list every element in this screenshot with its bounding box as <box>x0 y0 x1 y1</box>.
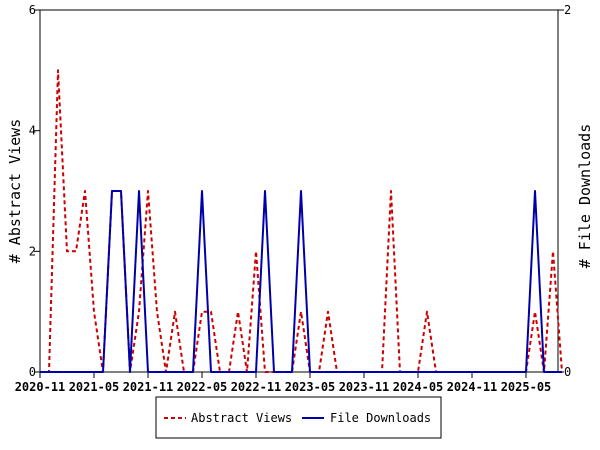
legend-box <box>155 396 442 439</box>
x-tick-label: 2023-11 <box>339 380 390 394</box>
x-tick-label: 2023-05 <box>285 380 336 394</box>
axes: 0 2 4 6 0 2 2020-11 2021-05 2021-11 2022-05 2022-1… <box>15 3 572 394</box>
x-tick-label: 2025-05 <box>501 380 552 394</box>
legend-label-abstract-views: Abstract Views <box>191 411 292 425</box>
x-tick-label: 2021-11 <box>123 380 174 394</box>
legend-label-file-downloads: File Downloads <box>330 411 431 425</box>
series-line-file-downloads <box>40 190 562 373</box>
y-left-tick-label: 2 <box>29 244 36 258</box>
x-tick-label: 2021-05 <box>69 380 120 394</box>
y-left-tick-label: 4 <box>29 124 36 138</box>
x-tick-label: 2022-05 <box>177 380 228 394</box>
y-left-tick-label: 0 <box>29 365 36 379</box>
series-line-abstract-views <box>40 69 563 373</box>
legend: Abstract Views File Downloads <box>155 396 442 439</box>
y-right-tick-label: 0 <box>564 365 571 379</box>
y-left-tick-label: 6 <box>29 3 36 17</box>
x-tick-label: 2022-11 <box>231 380 282 394</box>
series-layer <box>40 69 563 373</box>
y-left-axis-label: # Abstract Views <box>6 119 24 264</box>
y-right-axis-label: # File Downloads <box>576 124 594 269</box>
x-tick-label: 2024-11 <box>447 380 498 394</box>
plot-frame <box>39 9 559 373</box>
y-right-tick-label: 2 <box>564 3 571 17</box>
x-tick-label: 2024-05 <box>393 380 444 394</box>
x-tick-label: 2020-11 <box>15 380 66 394</box>
